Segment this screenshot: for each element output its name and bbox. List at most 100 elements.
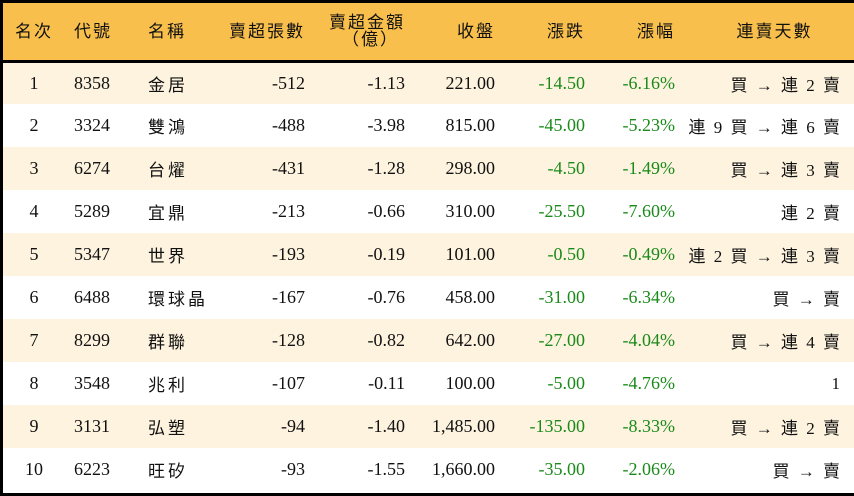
rank-cell: 6	[29, 287, 39, 307]
table-row: 1 8358 金居 -512 -1.13 221.00 -14.50 -6.16…	[3, 61, 854, 104]
price-change-cell: -14.50	[538, 72, 586, 93]
net-sell-amount-cell: -3.98	[367, 115, 406, 135]
stock-name-cell: 世界	[148, 247, 188, 266]
stock-name-cell: 環球晶	[148, 290, 208, 309]
net-sell-lots-cell: -94	[281, 416, 305, 436]
net-sell-lots-cell: -93	[281, 459, 305, 479]
net-sell-lots-cell: -193	[272, 244, 305, 264]
close-price-cell: 458.00	[445, 287, 496, 307]
rank-cell: 3	[29, 158, 39, 178]
table-row: 2 3324 雙鴻 -488 -3.98 815.00 -45.00 -5.23…	[3, 104, 854, 147]
change-pct-cell: -0.49%	[622, 244, 676, 264]
table-row: 9 3131 弘塑 -94 -1.40 1,485.00 -135.00 -8.…	[3, 405, 854, 448]
close-price-cell: 1,660.00	[432, 459, 495, 479]
price-change-cell: -35.00	[538, 459, 586, 479]
change-pct-cell: -5.23%	[622, 115, 676, 135]
change-pct-cell: -4.04%	[622, 330, 676, 350]
rank-cell: 10	[25, 459, 43, 479]
rank-cell: 5	[29, 244, 39, 264]
table-row: 3 6274 台燿 -431 -1.28 298.00 -4.50 -1.49%…	[3, 147, 854, 190]
change-pct-cell: -1.49%	[622, 158, 676, 178]
table-row: 7 8299 群聯 -128 -0.82 642.00 -27.00 -4.04…	[3, 319, 854, 362]
table-row: 5 5347 世界 -193 -0.19 101.00 -0.50 -0.49%…	[3, 233, 854, 276]
change-pct-cell: -4.76%	[622, 373, 676, 393]
rank-cell: 1	[29, 72, 39, 93]
net-sell-amount-cell: -1.13	[367, 72, 406, 93]
close-price-cell: 101.00	[445, 244, 496, 264]
change-pct-cell: -8.33%	[622, 416, 676, 436]
header-net-sell-amount-line1: 賣超金額	[329, 13, 405, 33]
net-sell-ranking-table: 名次 代號 名稱 賣超張數 賣超金額 （億） 收盤 漲跌 漲幅 連賣天數 1 8…	[3, 3, 854, 491]
header-close: 收盤	[405, 3, 495, 63]
rank-cell: 4	[29, 201, 39, 221]
stock-name-cell: 兆利	[148, 376, 188, 395]
sell-streak-cell: 連 2 賣	[781, 204, 842, 223]
rank-cell: 9	[29, 416, 39, 436]
stock-name-cell: 金居	[148, 75, 188, 95]
sell-streak-cell: 連 9 買 → 連 6 賣	[688, 118, 842, 137]
close-price-cell: 815.00	[445, 115, 496, 135]
header-name: 名稱	[135, 3, 225, 63]
price-change-cell: -0.50	[547, 244, 586, 264]
header-net-sell-amount: 賣超金額 （億）	[305, 3, 405, 63]
net-sell-lots-cell: -213	[272, 201, 305, 221]
price-change-cell: -31.00	[538, 287, 586, 307]
table-row: 10 6223 旺矽 -93 -1.55 1,660.00 -35.00 -2.…	[3, 448, 854, 491]
close-price-cell: 310.00	[445, 201, 496, 221]
stock-code-cell: 3548	[74, 373, 110, 393]
stock-name-cell: 台燿	[148, 161, 188, 180]
table-row: 6 6488 環球晶 -167 -0.76 458.00 -31.00 -6.3…	[3, 276, 854, 319]
stock-code-cell: 6223	[74, 459, 110, 479]
stock-code-cell: 6488	[74, 287, 110, 307]
stock-code-cell: 5347	[74, 244, 110, 264]
header-net-sell-lots: 賣超張數	[225, 3, 305, 63]
stock-name-cell: 旺矽	[148, 462, 188, 481]
stock-code-cell: 5289	[74, 201, 110, 221]
header-code: 代號	[65, 3, 135, 63]
price-change-cell: -25.50	[538, 201, 586, 221]
price-change-cell: -45.00	[538, 115, 586, 135]
stock-code-cell: 3131	[74, 416, 110, 436]
rank-cell: 7	[29, 330, 39, 350]
net-sell-lots-cell: -431	[272, 158, 305, 178]
price-change-cell: -4.50	[547, 158, 586, 178]
change-pct-cell: -6.16%	[622, 72, 676, 93]
sell-streak-cell: 買 → 賣	[772, 462, 842, 481]
close-price-cell: 1,485.00	[432, 416, 495, 436]
stock-name-cell: 雙鴻	[148, 118, 188, 137]
change-pct-cell: -7.60%	[622, 201, 676, 221]
header-change-pct: 漲幅	[585, 3, 675, 63]
table-row: 4 5289 宜鼎 -213 -0.66 310.00 -25.50 -7.60…	[3, 190, 854, 233]
net-sell-amount-cell: -1.40	[367, 416, 406, 436]
net-sell-amount-cell: -0.19	[367, 244, 406, 264]
net-sell-amount-cell: -0.82	[367, 330, 406, 350]
net-sell-lots-cell: -488	[272, 115, 305, 135]
net-sell-lots-cell: -128	[272, 330, 305, 350]
close-price-cell: 642.00	[445, 330, 496, 350]
close-price-cell: 298.00	[445, 158, 496, 178]
price-change-cell: -135.00	[529, 416, 586, 436]
net-sell-amount-cell: -1.55	[367, 459, 406, 479]
header-net-sell-amount-line2: （億）	[342, 30, 399, 50]
rank-cell: 8	[29, 373, 39, 393]
net-sell-amount-cell: -1.28	[367, 158, 406, 178]
header-change: 漲跌	[495, 3, 585, 63]
sell-streak-cell: 買 → 連 2 賣	[730, 419, 842, 438]
price-change-cell: -5.00	[547, 373, 586, 393]
stock-code-cell: 8358	[74, 72, 110, 93]
net-sell-lots-cell: -512	[272, 72, 305, 93]
stock-code-cell: 8299	[74, 330, 110, 350]
net-sell-amount-cell: -0.11	[368, 373, 405, 393]
net-sell-lots-cell: -167	[272, 287, 305, 307]
stock-code-cell: 3324	[74, 115, 110, 135]
stock-name-cell: 宜鼎	[148, 204, 188, 223]
net-sell-amount-cell: -0.76	[367, 287, 406, 307]
header-streak: 連賣天數	[675, 3, 854, 63]
net-sell-lots-cell: -107	[272, 373, 305, 393]
stock-code-cell: 6274	[74, 158, 110, 178]
table-row: 8 3548 兆利 -107 -0.11 100.00 -5.00 -4.76%…	[3, 362, 854, 405]
close-price-cell: 221.00	[445, 72, 496, 93]
net-sell-amount-cell: -0.66	[367, 201, 406, 221]
header-rank: 名次	[3, 3, 65, 63]
